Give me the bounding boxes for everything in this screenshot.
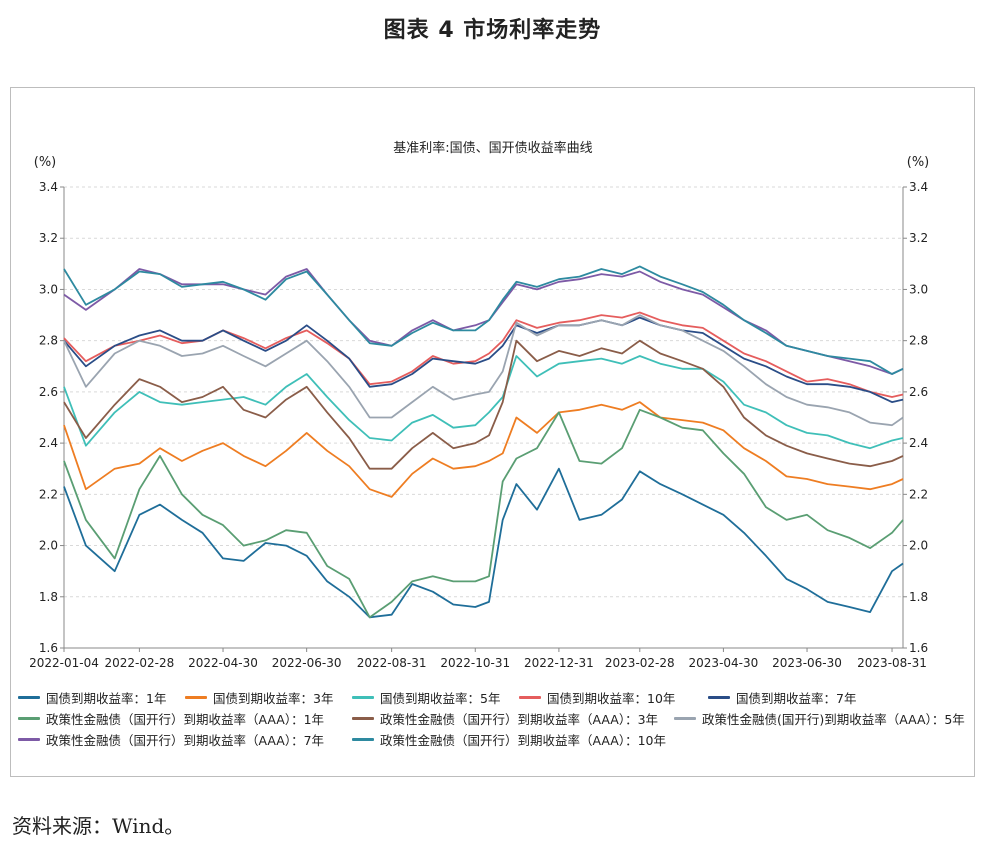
- legend-swatch: [352, 717, 374, 720]
- series-lines: [63, 265, 904, 619]
- axes: 1.6 1.6 1.8 1.8 2.0 2.0 2.2 2.2 2.4 2.4 2.6 2.6 2.8 2…: [29, 180, 928, 670]
- y-tick-label-left: 2.6: [39, 385, 58, 399]
- y-tick-label-right: 2.6: [909, 385, 928, 399]
- legend-item: 国债到期收益率：7年: [708, 688, 856, 707]
- legend-label: 政策性金融债（国开行）到期收益率（AAA）：1年: [46, 712, 325, 727]
- y-tick-label-left: 3.0: [39, 282, 58, 296]
- legend-swatch: [18, 696, 40, 699]
- legend-label: 政策性金融债（国开行）到期收益率（AAA）：3年: [380, 712, 659, 727]
- y-axis-unit-right: (%): [907, 155, 930, 170]
- x-tick-label: 2022-12-31: [524, 656, 594, 670]
- legend-item: 政策性金融债（国开行）到期收益率（AAA）：10年: [352, 730, 666, 749]
- legend-label: 国债到期收益率：7年: [736, 691, 857, 706]
- series-line-2: [63, 401, 904, 498]
- legend-item: 国债到期收益率：5年: [352, 688, 500, 707]
- legend-swatch: [18, 717, 40, 720]
- series-line-9: [63, 268, 904, 375]
- legend-label: 国债到期收益率：10年: [547, 691, 676, 706]
- y-tick-label-right: 1.8: [909, 590, 928, 604]
- legend-swatch: [674, 717, 696, 720]
- y-tick-label-left: 1.6: [39, 641, 58, 655]
- series-line-7: [63, 339, 904, 470]
- legend-item: 国债到期收益率：3年: [185, 688, 333, 707]
- legend-swatch: [185, 696, 207, 699]
- legend-item: 国债到期收益率：10年: [519, 688, 675, 707]
- series-line-6: [63, 408, 904, 619]
- x-tick-label: 2022-10-31: [440, 656, 510, 670]
- y-tick-label-left: 2.4: [39, 436, 58, 450]
- y-tick-label-left: 1.8: [39, 590, 58, 604]
- figure-title: 图表 4 市场利率走势: [383, 18, 602, 43]
- legend-label: 国债到期收益率：1年: [46, 691, 167, 706]
- y-tick-label-right: 1.6: [909, 641, 928, 655]
- legend-item: 政策性金融债（国开行）到期收益率（AAA）：1年: [18, 709, 324, 728]
- x-tick-label: 2022-06-30: [272, 656, 342, 670]
- y-tick-label-right: 2.8: [909, 334, 928, 348]
- series-line-3: [63, 355, 904, 450]
- legend-item: 政策性金融债（国开行）到期收益率（AAA）：7年: [18, 730, 324, 749]
- x-tick-label: 2022-04-30: [188, 656, 258, 670]
- y-tick-label-right: 2.2: [909, 487, 928, 501]
- legend-label: 国债到期收益率：3年: [213, 691, 334, 706]
- x-tick-label: 2022-02-28: [105, 656, 175, 670]
- series-line-8: [63, 314, 904, 427]
- x-tick-label: 2023-04-30: [689, 656, 759, 670]
- legend-label: 政策性金融债（国开行）到期收益率（AAA）：10年: [380, 733, 667, 748]
- y-tick-label-right: 2.0: [909, 539, 928, 553]
- x-tick-label: 2023-02-28: [605, 656, 675, 670]
- y-tick-label-left: 2.2: [39, 487, 58, 501]
- legend-swatch: [18, 738, 40, 741]
- legend-swatch: [519, 696, 541, 699]
- y-tick-label-right: 2.4: [909, 436, 928, 450]
- x-tick-label: 2022-08-31: [357, 656, 427, 670]
- legend-item: 政策性金融债(国开行)到期收益率（AAA）：5年: [674, 709, 965, 728]
- legend-swatch: [352, 696, 374, 699]
- y-tick-label-right: 3.4: [909, 180, 928, 194]
- chart-frame: [10, 87, 975, 777]
- chart-title: 基准利率:国债、国开债收益率曲线: [393, 140, 592, 156]
- series-line-10: [63, 265, 904, 375]
- legend-label: 政策性金融债（国开行）到期收益率（AAA）：7年: [46, 733, 325, 748]
- series-line-5: [63, 316, 904, 404]
- legend-swatch: [708, 696, 730, 699]
- y-tick-label-right: 3.2: [909, 231, 928, 245]
- y-tick-label-left: 3.4: [39, 180, 58, 194]
- legend-item: 国债到期收益率：1年: [18, 688, 166, 707]
- y-axis-unit-left: (%): [34, 155, 57, 170]
- x-tick-label: 2023-08-31: [857, 656, 927, 670]
- legend-label: 国债到期收益率：5年: [380, 691, 501, 706]
- legend-item: 政策性金融债（国开行）到期收益率（AAA）：3年: [352, 709, 658, 728]
- legend-label: 政策性金融债(国开行)到期收益率（AAA）：5年: [702, 712, 965, 727]
- legend-swatch: [352, 738, 374, 741]
- y-tick-label-left: 2.8: [39, 334, 58, 348]
- source-note: 资料来源：Wind。: [12, 814, 185, 838]
- x-tick-label: 2022-01-04: [29, 656, 99, 670]
- y-tick-label-right: 3.0: [909, 282, 928, 296]
- y-tick-label-left: 2.0: [39, 539, 58, 553]
- series-line-1: [63, 467, 904, 619]
- x-tick-label: 2023-06-30: [772, 656, 842, 670]
- y-tick-label-left: 3.2: [39, 231, 58, 245]
